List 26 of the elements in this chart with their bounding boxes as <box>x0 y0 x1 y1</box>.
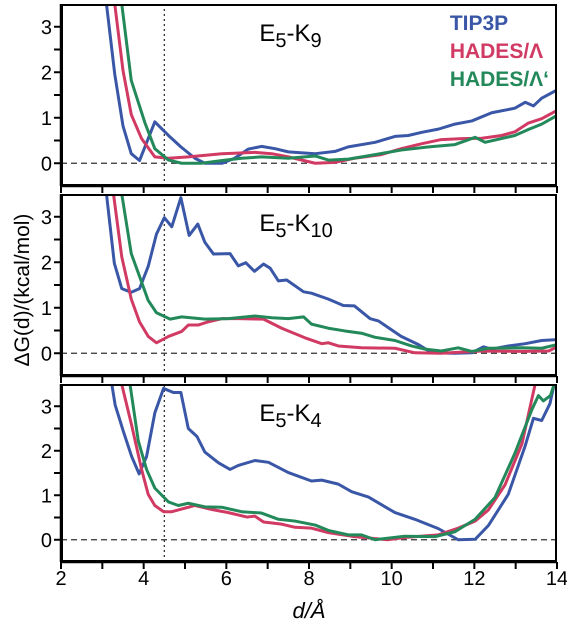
y-tick-label: 0 <box>40 153 52 176</box>
y-tick-label: 3 <box>40 206 52 229</box>
y-tick-label: 0 <box>40 343 52 366</box>
x-tick-label: 12 <box>463 568 486 590</box>
y-tick-label: 2 <box>40 62 52 84</box>
series-label: HADES/Λ‘ <box>450 67 549 93</box>
text: E$_{5}$-K$_{10}$ <box>259 210 333 243</box>
x-tick-label: 8 <box>303 568 315 590</box>
y-tick-label: 2 <box>40 252 52 274</box>
y-tick-label: 0 <box>40 530 52 552</box>
text: E$_{5}$-K$_{4}$ <box>259 400 322 433</box>
y-tick-label: 3 <box>40 16 52 39</box>
y-tick-label: 1 <box>40 485 52 508</box>
x-tick-label: 2 <box>55 568 67 590</box>
x-tick-label: 4 <box>138 568 150 590</box>
x-tick-label: 10 <box>380 568 403 590</box>
y-tick-label: 3 <box>40 396 52 418</box>
y-axis-title: ΔG(d)/(kcal/mol) <box>11 214 35 366</box>
text: HADES/Λ <box>450 39 544 65</box>
x-tick-label: 6 <box>220 568 232 590</box>
y-tick-label: 1 <box>40 108 52 130</box>
x-axis-title: d/Å <box>292 598 326 623</box>
text: TIP3P <box>450 11 510 37</box>
text: E$_{5}$-K$_{9}$ <box>259 20 322 53</box>
y-tick-label: 2 <box>40 440 52 463</box>
y-tick-label: 1 <box>40 298 52 320</box>
